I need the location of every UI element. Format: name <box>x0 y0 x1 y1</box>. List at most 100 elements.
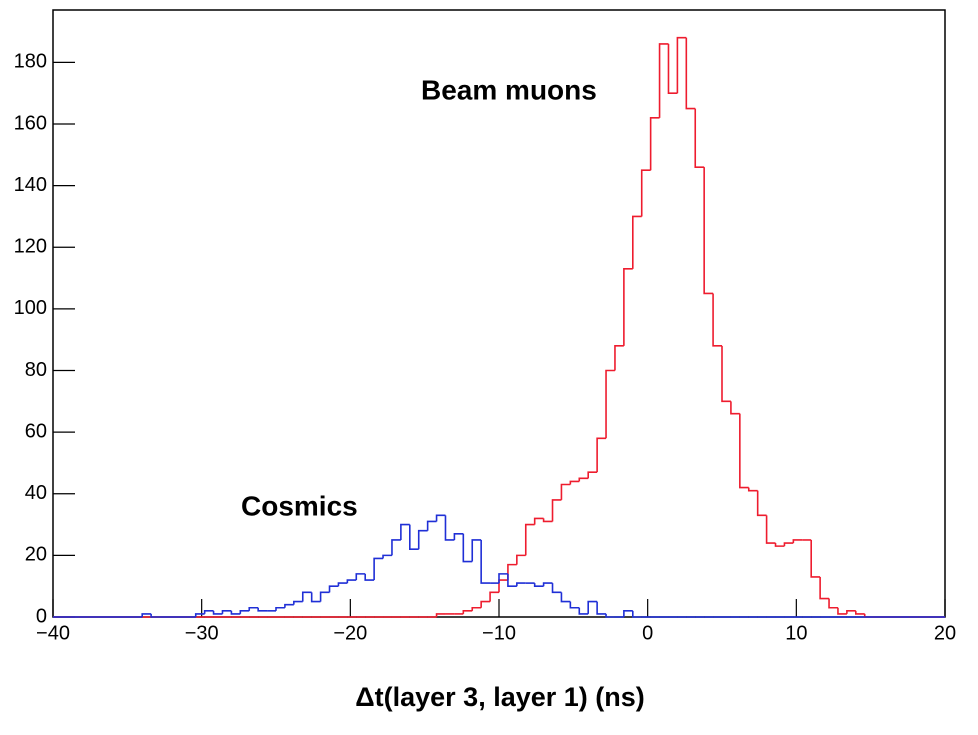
histogram-bin <box>301 591 312 602</box>
histogram-bin <box>337 582 348 587</box>
histogram-bin <box>694 108 705 168</box>
histogram-bin <box>542 518 553 523</box>
annotation: Cosmics <box>241 490 358 521</box>
y-tick-label: 120 <box>14 236 47 258</box>
histogram-bin <box>391 539 401 556</box>
histogram-bin <box>792 539 803 544</box>
histogram-bin <box>855 610 865 615</box>
histogram-bin <box>712 293 722 347</box>
histogram-bin <box>542 582 553 587</box>
histogram-bin <box>533 583 544 587</box>
histogram-bin <box>141 613 152 617</box>
histogram-bin <box>765 515 776 544</box>
histogram-bin <box>578 607 589 615</box>
histogram-bin <box>596 437 607 473</box>
histogram-bin <box>480 539 491 584</box>
histogram-bin <box>649 117 660 171</box>
histogram-bin <box>221 610 232 614</box>
histogram-bin <box>150 613 161 618</box>
x-tick-label: −40 <box>36 622 70 644</box>
x-tick-label: −20 <box>333 622 367 644</box>
histogram-bin <box>774 543 785 547</box>
histogram-bin <box>810 539 821 578</box>
histogram-bin <box>587 471 598 479</box>
histogram-bin <box>498 579 508 593</box>
histogram-bin <box>747 487 758 492</box>
histogram-bin <box>435 613 446 617</box>
x-tick-label: 0 <box>642 622 653 644</box>
histogram-bin <box>453 533 464 540</box>
histogram-bin <box>516 554 526 565</box>
y-tick-label: 180 <box>14 51 47 73</box>
histogram-bin <box>587 600 598 614</box>
histogram-bin <box>346 579 357 584</box>
histogram-bin <box>426 520 437 531</box>
histogram-bin <box>212 610 223 615</box>
y-tick-label: 100 <box>14 297 47 319</box>
histogram-bin <box>703 167 714 295</box>
histogram-bin <box>640 169 651 217</box>
histogram-bin <box>605 613 615 618</box>
y-tick-label: 160 <box>14 112 47 134</box>
histogram-bin <box>194 613 205 617</box>
histogram-bin <box>480 600 491 608</box>
histogram-bin <box>257 607 268 612</box>
histogram-bin <box>435 514 446 522</box>
x-tick-label: 10 <box>785 622 807 644</box>
x-axis-label: Δt(layer 3, layer 1) (ns) <box>355 682 645 712</box>
histogram-bin <box>516 582 526 587</box>
histogram-bin <box>605 369 615 439</box>
histogram-bin <box>837 607 847 615</box>
histogram-bin <box>623 268 633 346</box>
histogram-bin <box>667 43 678 94</box>
histogram-bin <box>623 610 633 617</box>
histogram-bin <box>498 573 508 584</box>
x-tick-label: −10 <box>482 622 516 644</box>
histogram-bin <box>846 610 856 614</box>
histogram-bin <box>569 601 580 609</box>
histogram-bin <box>284 603 294 608</box>
histogram-bin <box>524 523 535 556</box>
histogram-bin <box>721 345 731 403</box>
histogram-bin <box>685 37 696 110</box>
y-tick-label: 80 <box>25 359 47 381</box>
histogram-bin <box>248 606 259 611</box>
histogram-bin <box>507 563 517 581</box>
histogram-bin <box>373 557 384 581</box>
histogram-bin <box>676 36 687 94</box>
histogram-bin <box>632 215 642 269</box>
histogram-bin <box>569 480 580 485</box>
histogram-bin <box>462 533 473 563</box>
histogram-bin <box>819 576 830 600</box>
histogram-bin <box>382 554 392 559</box>
histogram-bin <box>551 583 562 594</box>
histogram-bin <box>739 413 749 489</box>
histogram-bin <box>319 591 330 602</box>
histogram-bin <box>230 610 241 615</box>
histogram-bin <box>730 401 740 415</box>
histogram-bin <box>417 529 428 550</box>
histogram-bin <box>560 592 571 603</box>
y-tick-label: 140 <box>14 174 47 196</box>
histogram-bin <box>310 592 321 603</box>
y-tick-label: 60 <box>25 420 47 442</box>
histogram-bin <box>783 542 794 547</box>
histogram-bin <box>400 523 410 540</box>
histogram-bin <box>471 539 482 562</box>
histogram-bin <box>239 610 250 614</box>
histogram-bin <box>551 499 562 522</box>
histogram-bin <box>614 345 624 371</box>
histogram-bin <box>489 591 499 602</box>
histogram-bin <box>578 477 589 482</box>
histogram-bin <box>560 483 571 500</box>
histogram-bin <box>533 517 544 525</box>
histogram-bin <box>471 606 482 611</box>
y-tick-label: 20 <box>25 544 47 566</box>
y-tick-label: 40 <box>25 482 47 504</box>
histogram-bin <box>293 600 303 605</box>
histogram-bin <box>275 606 285 611</box>
histogram-bin <box>409 524 419 551</box>
histogram-bin <box>462 610 473 614</box>
